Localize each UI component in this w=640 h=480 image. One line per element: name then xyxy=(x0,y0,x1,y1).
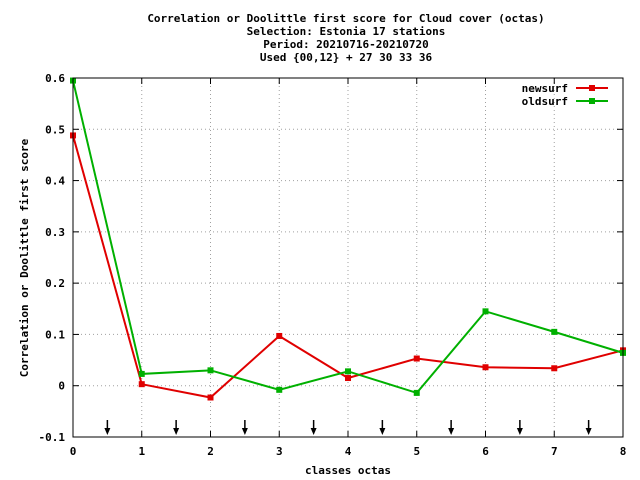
data-point-oldsurf xyxy=(482,308,489,315)
y-tick-label: -0.1 xyxy=(39,431,66,444)
down-arrow-icon xyxy=(516,420,523,435)
title-line: Selection: Estonia 17 stations xyxy=(247,25,446,38)
legend-label: oldsurf xyxy=(522,95,568,108)
class-boundary-markers xyxy=(104,420,592,435)
x-tick-label: 2 xyxy=(207,445,214,458)
title-line: Period: 20210716-20210720 xyxy=(263,38,429,51)
x-tick-label: 1 xyxy=(138,445,145,458)
data-point-newsurf xyxy=(345,375,351,382)
down-arrow-icon xyxy=(310,420,317,435)
y-tick-label: 0.6 xyxy=(45,72,65,85)
down-arrow-icon xyxy=(173,420,180,435)
x-axis-ticks: 0 1 2 3 4 5 6 7 8 xyxy=(70,78,627,458)
data-point-oldsurf xyxy=(138,370,145,377)
y-tick-label: 0.5 xyxy=(45,123,65,136)
x-tick-label: 0 xyxy=(70,445,77,458)
legend-swatch-marker xyxy=(589,85,595,91)
y-tick-label: 0.3 xyxy=(45,226,65,239)
data-point-newsurf xyxy=(276,332,283,339)
y-axis-ticks: -0.1 0 0.1 0.2 0.3 0.4 0.5 0.6 xyxy=(39,72,623,444)
data-point-newsurf xyxy=(482,364,489,371)
grid-lines xyxy=(73,78,623,437)
x-tick-label: 3 xyxy=(276,445,283,458)
legend-label: newsurf xyxy=(522,82,568,95)
down-arrow-icon xyxy=(379,420,386,435)
data-point-newsurf xyxy=(138,381,145,388)
down-arrow-icon xyxy=(448,420,455,435)
y-tick-label: 0.4 xyxy=(45,175,65,188)
data-point-oldsurf xyxy=(551,328,558,335)
x-tick-label: 5 xyxy=(413,445,420,458)
legend-swatch-marker xyxy=(589,98,595,104)
data-point-newsurf xyxy=(551,365,558,372)
data-point-newsurf xyxy=(413,355,420,362)
data-point-newsurf xyxy=(207,394,214,401)
data-point-oldsurf xyxy=(276,386,283,393)
y-tick-label: 0 xyxy=(58,380,65,393)
data-point-oldsurf xyxy=(413,389,420,396)
down-arrow-icon xyxy=(241,420,248,435)
y-tick-label: 0.1 xyxy=(45,328,65,341)
series-lines xyxy=(70,77,626,401)
data-point-oldsurf xyxy=(207,367,214,374)
down-arrow-icon xyxy=(104,420,111,435)
x-axis-label: classes octas xyxy=(305,464,391,477)
data-point-oldsurf xyxy=(345,368,351,375)
x-tick-label: 7 xyxy=(551,445,558,458)
title-line: Used {00,12} + 27 30 33 36 xyxy=(260,51,433,64)
y-axis-label: Correlation or Doolittle first score xyxy=(18,138,31,377)
chart-title: Correlation or Doolittle first score for… xyxy=(147,12,544,64)
title-line: Correlation or Doolittle first score for… xyxy=(147,12,544,25)
x-tick-label: 4 xyxy=(345,445,352,458)
x-tick-label: 6 xyxy=(482,445,489,458)
down-arrow-icon xyxy=(585,420,592,435)
y-tick-label: 0.2 xyxy=(45,277,65,290)
x-tick-label: 8 xyxy=(620,445,627,458)
plot-frame xyxy=(72,77,624,438)
